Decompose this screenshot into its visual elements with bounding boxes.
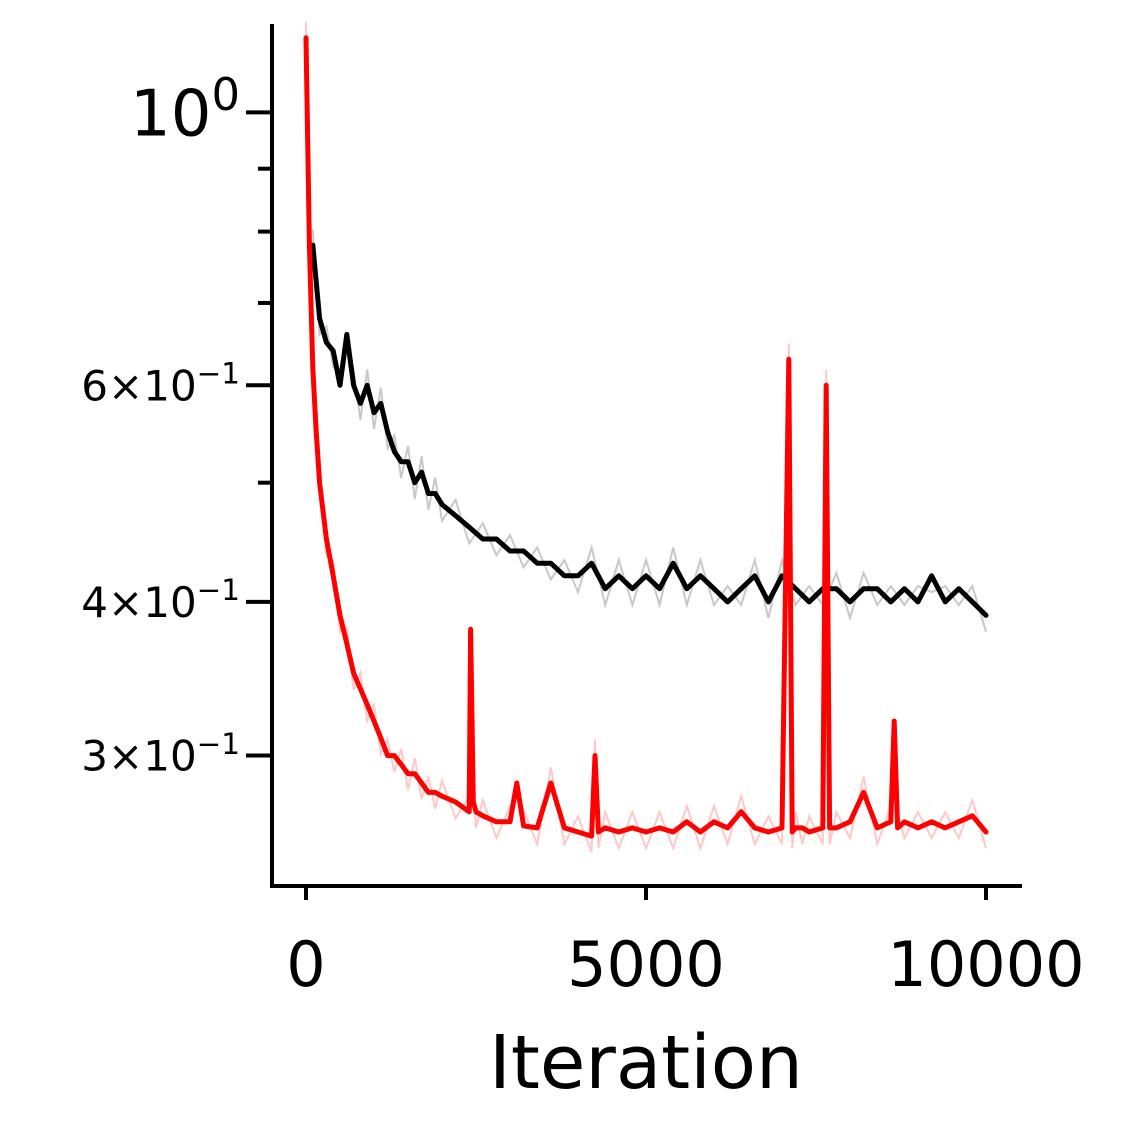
- x-axis-label: Iteration: [489, 1020, 803, 1106]
- series-0: [310, 229, 989, 632]
- series-0-band: [311, 229, 987, 632]
- x-tick-label: 10000: [887, 928, 1084, 1001]
- series-layer: [303, 21, 989, 853]
- x-tick-label: 0: [286, 928, 325, 1001]
- series-1: [303, 21, 989, 853]
- y-tick-label: 6×10−1: [81, 357, 240, 411]
- series-1-band: [305, 21, 987, 853]
- y-tick-label: 4×10−1: [81, 573, 240, 627]
- axes: [270, 24, 1022, 888]
- x-tick-label: 5000: [567, 928, 725, 1001]
- y-tick-label: 3×10−1: [81, 727, 240, 781]
- y-tick-label: 100: [130, 68, 240, 152]
- series-0-line: [310, 242, 989, 618]
- ticks: 0 5000 10000 100 6×10−1 4×10−1 3×10−1: [81, 68, 1084, 1001]
- series-1-line: [303, 35, 989, 839]
